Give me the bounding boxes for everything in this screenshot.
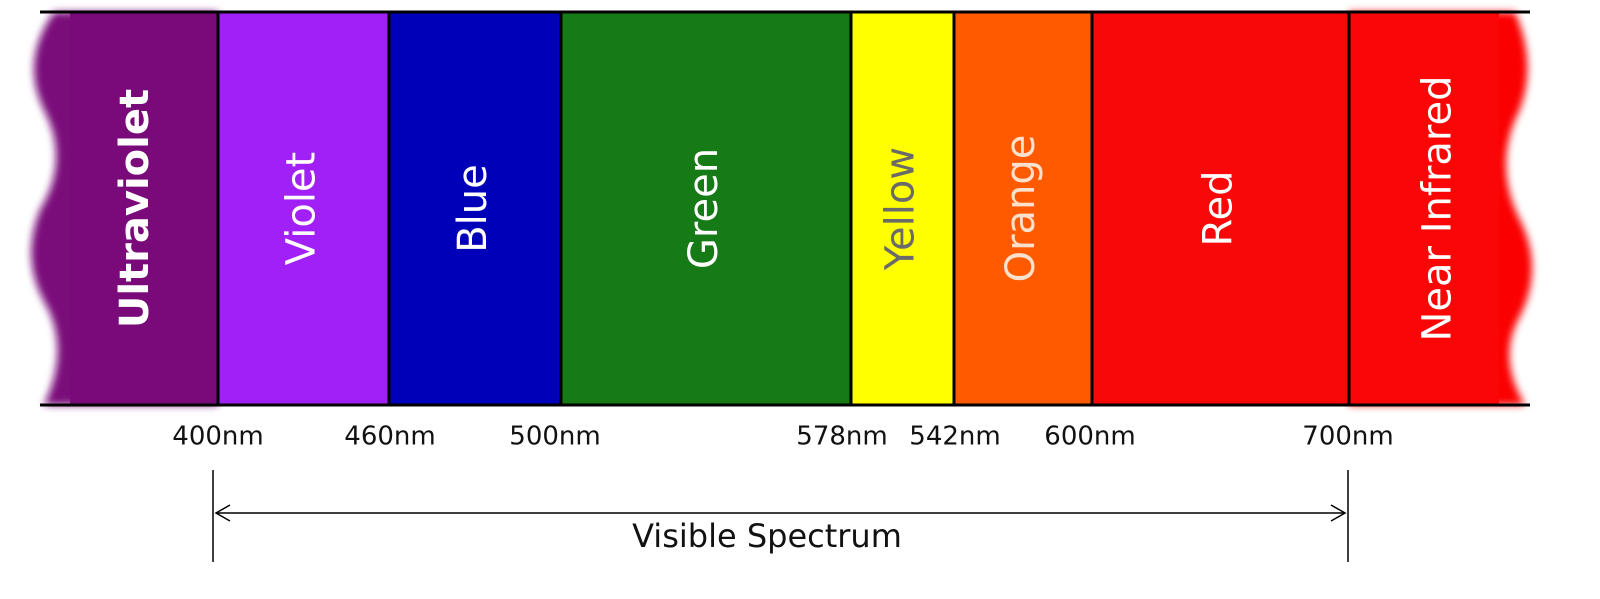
arrow-head-left [214,504,231,522]
wavelength-label: 460nm [344,422,435,452]
band-label: Red [1196,171,1242,247]
band [954,12,1092,405]
boundary-labels: 400nm 460nm 500nm 578nm 542nm 600nm 700nm [172,422,1393,452]
band [851,12,954,405]
wavelength-label: 500nm [509,422,600,452]
band [561,12,851,405]
wavelength-label: 400nm [172,422,263,452]
band [218,12,389,405]
bands: Ultraviolet Violet Blue Green Yellow Orange Re… [31,10,1533,407]
band-label: Green [681,148,727,269]
band [1092,12,1349,405]
band-core [70,12,218,405]
span-label: Visible Spectrum [632,517,902,555]
wavelength-label: 542nm [909,422,1000,452]
wavelength-label: 600nm [1044,422,1135,452]
wavelength-label: 578nm [796,422,887,452]
band [389,12,561,405]
arrow-head-right [1330,504,1347,522]
band-core [1349,12,1499,405]
band-label: Blue [450,164,496,253]
band-label: Orange [998,135,1044,283]
band-label: Yellow [878,147,924,271]
wavelength-label: 700nm [1302,422,1393,452]
band-label: Near Infrared [1415,76,1461,342]
band-label: Ultraviolet [112,89,158,328]
band-label: Violet [279,152,325,265]
